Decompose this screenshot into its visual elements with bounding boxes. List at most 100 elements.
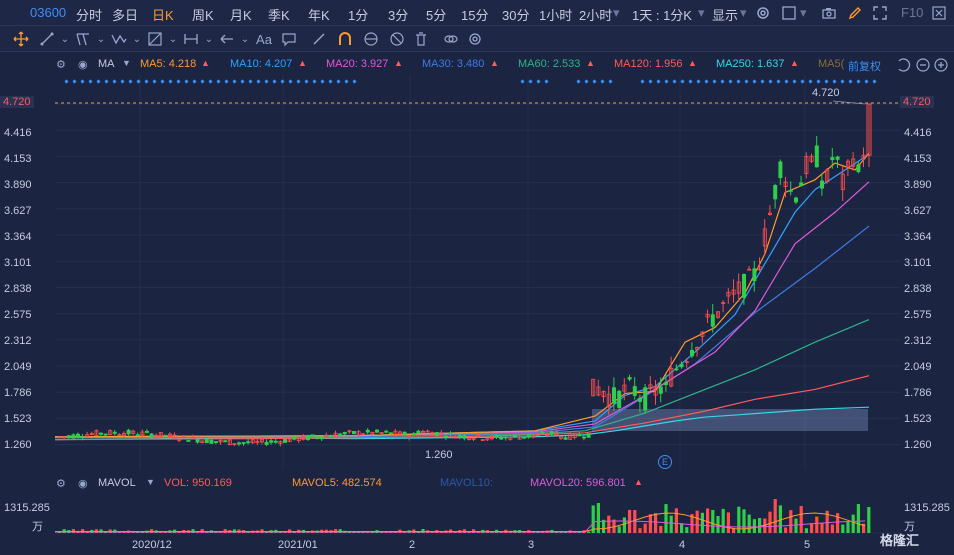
magnet-icon[interactable] bbox=[336, 30, 354, 48]
volume-bar bbox=[726, 512, 730, 533]
wave-tool-chevron-icon[interactable]: ⌄ bbox=[132, 33, 142, 45]
candle-body bbox=[648, 384, 653, 389]
volume-bar bbox=[747, 514, 751, 533]
fib-tool-icon[interactable] bbox=[146, 30, 164, 48]
candle-body bbox=[549, 431, 554, 435]
tab-1min[interactable]: 1分 bbox=[348, 8, 369, 23]
candle-body bbox=[315, 436, 320, 439]
ma-dropdown-icon[interactable]: ▼ bbox=[122, 58, 131, 68]
comment-tool-icon[interactable] bbox=[280, 30, 298, 48]
stock-code[interactable]: 03600 bbox=[30, 5, 67, 20]
fq-button[interactable]: 前复权 bbox=[848, 58, 881, 74]
close-icon[interactable] bbox=[930, 4, 948, 22]
line-tool-chevron-icon[interactable]: ⌄ bbox=[60, 33, 70, 45]
move-cross-icon[interactable] bbox=[12, 30, 30, 48]
fullscreen-icon[interactable] bbox=[871, 4, 889, 22]
arrow-tool-chevron-icon[interactable]: ⌄ bbox=[240, 33, 250, 45]
ma-settings-icon[interactable]: ⚙ bbox=[56, 59, 66, 71]
candle-body bbox=[531, 435, 536, 437]
ruler-tool-icon[interactable] bbox=[310, 30, 328, 48]
settings-gear-icon[interactable] bbox=[754, 4, 772, 22]
arrow-tool-icon[interactable] bbox=[218, 30, 236, 48]
signal-dot bbox=[216, 79, 221, 84]
hide-drawings-icon[interactable] bbox=[388, 30, 406, 48]
camera-icon[interactable] bbox=[820, 4, 838, 22]
period-select-chevron-icon[interactable]: ▾ bbox=[698, 5, 705, 20]
wave-tool-icon[interactable] bbox=[110, 30, 128, 48]
candle-body bbox=[236, 442, 241, 445]
signal-dot bbox=[840, 79, 845, 84]
display-chevron-icon[interactable]: ▾ bbox=[740, 5, 747, 20]
channel-tool-chevron-icon[interactable]: ⌄ bbox=[96, 33, 106, 45]
signal-dot bbox=[352, 79, 357, 84]
tab-week-k[interactable]: 周K bbox=[192, 8, 214, 23]
range-tool-chevron-icon[interactable]: ⌄ bbox=[204, 33, 214, 45]
tab-more-icon[interactable]: ▾ bbox=[613, 5, 620, 20]
candle-body bbox=[154, 434, 159, 437]
ma-line bbox=[55, 181, 870, 438]
tab-day-k[interactable]: 日K bbox=[152, 8, 174, 23]
tab-quarter-k[interactable]: 季K bbox=[268, 8, 290, 23]
candle-body bbox=[768, 212, 773, 216]
checkbox-icon[interactable] bbox=[780, 4, 798, 22]
candle-body bbox=[99, 432, 104, 435]
volume-bar bbox=[856, 504, 860, 533]
tab-15min[interactable]: 15分 bbox=[461, 8, 489, 23]
x-label: 4 bbox=[679, 539, 686, 551]
f10-button[interactable]: F10 bbox=[901, 5, 924, 20]
zoom-out-icon[interactable] bbox=[914, 56, 932, 74]
lock-drawings-icon[interactable] bbox=[362, 30, 380, 48]
volume-bar bbox=[721, 508, 725, 533]
volume-bar bbox=[752, 519, 756, 533]
tab-5min[interactable]: 5分 bbox=[426, 8, 447, 23]
mavol-dropdown-icon[interactable]: ▼ bbox=[146, 477, 155, 487]
line-tool-icon[interactable] bbox=[38, 30, 56, 48]
vol-settings-icon[interactable]: ⚙ bbox=[56, 478, 66, 490]
tab-duori[interactable]: 多日 bbox=[112, 8, 139, 23]
tab-year-k[interactable]: 年K bbox=[308, 8, 330, 23]
ma-visibility-icon[interactable]: ◉ bbox=[78, 59, 88, 71]
candle-body bbox=[66, 435, 71, 438]
candle-body bbox=[305, 435, 310, 440]
toolbar-settings-icon[interactable] bbox=[466, 30, 484, 48]
candle-body bbox=[453, 436, 458, 439]
range-tool-icon[interactable] bbox=[182, 30, 200, 48]
channel-tool-icon[interactable] bbox=[74, 30, 92, 48]
candle-body bbox=[117, 434, 122, 436]
text-tool-icon[interactable]: Aa bbox=[256, 31, 272, 47]
candle-body bbox=[632, 386, 637, 396]
candle-body bbox=[397, 431, 402, 435]
candle-body bbox=[572, 432, 577, 438]
candle-body bbox=[742, 274, 747, 298]
zoom-in-icon[interactable] bbox=[932, 56, 950, 74]
link-icon[interactable] bbox=[442, 30, 460, 48]
candle-body bbox=[508, 437, 513, 441]
trash-icon[interactable] bbox=[412, 30, 430, 48]
tab-2hour[interactable]: 2小时 bbox=[579, 8, 613, 23]
candlestick-chart[interactable] bbox=[55, 75, 900, 470]
fib-tool-chevron-icon[interactable]: ⌄ bbox=[168, 33, 178, 45]
tab-month-k[interactable]: 月K bbox=[230, 8, 252, 23]
pencil-icon[interactable] bbox=[846, 4, 864, 22]
volume-chart[interactable] bbox=[55, 493, 900, 535]
candle-body bbox=[361, 433, 366, 436]
candle-body bbox=[664, 382, 669, 386]
signal-dot bbox=[536, 79, 541, 84]
checkbox-chevron-icon[interactable]: ▾ bbox=[800, 5, 807, 20]
tab-3min[interactable]: 3分 bbox=[388, 8, 409, 23]
tab-30min[interactable]: 30分 bbox=[502, 8, 530, 23]
period-select[interactable]: 1天 : 1分K bbox=[632, 8, 692, 23]
reset-icon[interactable] bbox=[894, 56, 912, 74]
signal-dot bbox=[88, 79, 93, 84]
candle-body bbox=[736, 281, 741, 294]
tab-fenshi[interactable]: 分时 bbox=[76, 8, 103, 23]
event-marker-icon[interactable]: E bbox=[658, 455, 672, 469]
tab-1hour[interactable]: 1小时 bbox=[539, 8, 573, 23]
signal-dot bbox=[184, 79, 189, 84]
display-menu[interactable]: 显示 bbox=[712, 8, 739, 23]
signal-dot bbox=[176, 79, 181, 84]
vol-visibility-icon[interactable]: ◉ bbox=[78, 478, 88, 490]
signal-dot bbox=[648, 79, 653, 84]
signal-dot bbox=[824, 79, 829, 84]
signal-dot bbox=[248, 79, 253, 84]
